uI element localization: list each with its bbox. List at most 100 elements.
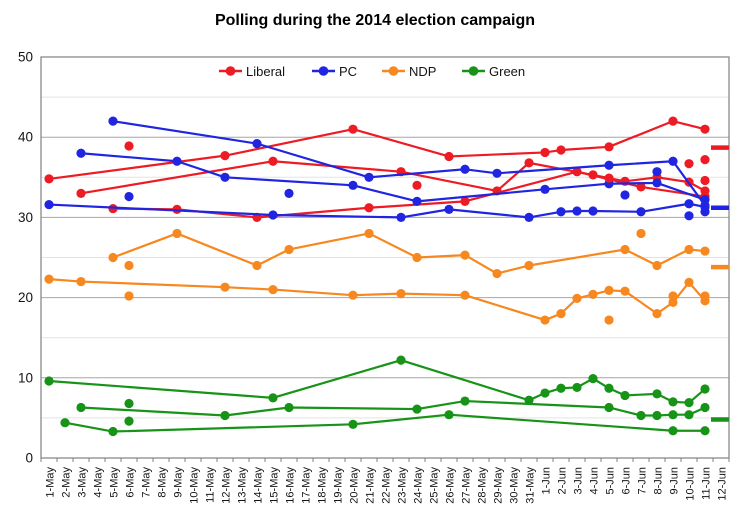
ndp-series-line — [112, 232, 706, 275]
x-axis-label: 7-May — [141, 467, 153, 498]
ndp-data-point — [700, 291, 710, 301]
x-axis-label: 5-May — [109, 467, 121, 498]
y-axis-label: 0 — [25, 451, 33, 466]
ndp-data-point — [492, 268, 502, 279]
liberal-data-point — [412, 180, 422, 190]
pc-series-line — [112, 120, 706, 207]
ndp-data-point — [124, 291, 134, 301]
liberal-data-point — [668, 116, 678, 126]
green-data-point — [76, 402, 86, 413]
pc-data-point — [620, 190, 630, 200]
green-data-point — [684, 410, 694, 420]
x-axis-label: 4-May — [93, 467, 105, 498]
x-axis-label: 3-Jun — [573, 467, 585, 495]
liberal-data-point — [700, 186, 710, 196]
liberal-data-point — [460, 196, 470, 206]
x-axis-label: 6-Jun — [621, 467, 633, 495]
x-axis-label: 30-May — [509, 467, 521, 504]
green-data-point — [620, 390, 630, 401]
x-axis-label: 28-May — [477, 467, 489, 504]
liberal-data-point — [76, 188, 86, 198]
pc-data-point — [396, 212, 406, 222]
ndp-data-point — [124, 260, 134, 271]
ndp-data-point — [620, 286, 630, 296]
pc-data-point — [284, 188, 294, 198]
green-data-point — [220, 410, 230, 421]
ndp-data-point — [396, 288, 406, 299]
liberal-data-point — [444, 151, 454, 162]
ndp-data-point — [620, 244, 630, 255]
pc-data-point — [684, 211, 694, 221]
legend-marker-dot-pc — [318, 66, 329, 76]
green-data-point — [700, 402, 710, 413]
legend-label-green: Green — [489, 64, 525, 79]
liberal-data-point — [540, 147, 550, 158]
green-data-point — [604, 402, 614, 413]
pc-data-point — [220, 172, 230, 182]
x-axis-label: 23-May — [397, 467, 409, 504]
ndp-data-point — [652, 309, 662, 319]
pc-data-point — [556, 207, 566, 217]
ndp-data-point — [524, 260, 534, 271]
x-axis-label: 12-May — [221, 467, 233, 504]
x-axis-label: 1-Jun — [541, 467, 553, 495]
ndp-data-point — [604, 315, 614, 325]
x-axis-label: 9-May — [173, 467, 185, 498]
x-axis-label: 29-May — [493, 467, 505, 504]
liberal-data-point — [220, 151, 230, 161]
ndp-data-point — [700, 246, 710, 256]
pc-series-line — [48, 202, 706, 219]
x-axis-label: 12-Jun — [717, 467, 729, 501]
x-axis-label: 2-May — [61, 467, 73, 498]
green-data-point — [652, 410, 662, 421]
x-axis-label: 26-May — [445, 467, 457, 504]
x-axis-label: 25-May — [429, 467, 441, 504]
liberal-data-point — [604, 142, 614, 152]
green-data-point — [284, 402, 294, 413]
pc-data-point — [252, 139, 262, 149]
x-axis-label: 19-May — [333, 467, 345, 504]
pc-data-point — [604, 160, 614, 170]
y-axis-label: 10 — [18, 370, 33, 385]
green-data-point — [460, 396, 470, 406]
x-axis-label: 22-May — [381, 467, 393, 504]
green-data-point — [108, 426, 118, 437]
pc-data-point — [364, 172, 374, 182]
plot-frame — [40, 56, 730, 459]
ndp-data-point — [652, 260, 662, 271]
legend-label-liberal: Liberal — [246, 64, 285, 79]
green-data-point — [684, 398, 694, 408]
ndp-data-point — [540, 315, 550, 325]
x-axis-label: 10-Jun — [685, 467, 697, 501]
green-series-line — [48, 359, 706, 404]
x-axis-label: 17-May — [301, 467, 313, 504]
green-data-point — [668, 397, 678, 407]
legend-marker-dot-liberal — [225, 66, 236, 76]
green-data-point — [396, 355, 406, 365]
ndp-data-point — [412, 252, 422, 263]
x-axis-label: 4-Jun — [589, 467, 601, 495]
pc-data-point — [172, 156, 182, 166]
pc-data-point — [348, 180, 358, 190]
pc-data-point — [540, 184, 550, 194]
ndp-data-point — [220, 282, 230, 292]
green-series-line — [64, 413, 705, 433]
x-axis-label: 27-May — [461, 467, 473, 504]
green-data-point — [412, 404, 422, 414]
pc-data-point — [108, 116, 118, 126]
x-axis-label: 6-May — [125, 467, 137, 498]
liberal-data-point — [556, 145, 566, 155]
y-axis-label: 20 — [18, 290, 33, 305]
green-data-point — [268, 393, 278, 403]
ndp-data-point — [172, 228, 182, 239]
pc-data-point — [444, 204, 454, 214]
ndp-data-point — [460, 290, 470, 300]
pc-data-point — [652, 167, 662, 177]
pc-data-point — [668, 156, 678, 166]
x-axis-label: 5-Jun — [605, 467, 617, 495]
ndp-data-point — [572, 293, 582, 304]
liberal-data-point — [524, 158, 534, 168]
ndp-series-line — [48, 278, 706, 322]
ndp-data-point — [108, 252, 118, 263]
x-axis-label: 16-May — [285, 467, 297, 504]
